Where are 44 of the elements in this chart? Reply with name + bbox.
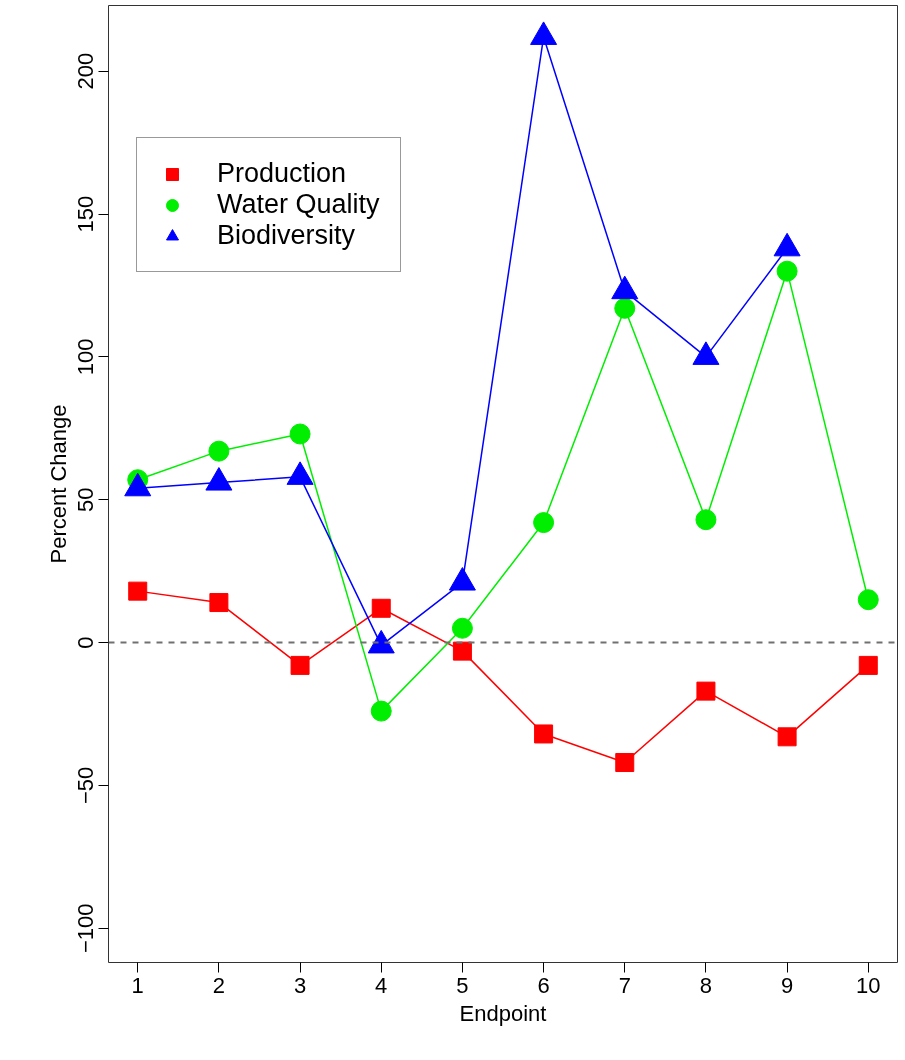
y-axis-title: Percent Change bbox=[45, 404, 71, 564]
point bbox=[611, 275, 639, 300]
point bbox=[695, 509, 717, 531]
x-tick-label: 10 bbox=[856, 972, 881, 998]
x-tick-label: 5 bbox=[456, 972, 469, 998]
x-tick-label: 9 bbox=[780, 972, 794, 998]
y-tick-label: 200 bbox=[73, 52, 99, 90]
point bbox=[209, 593, 229, 613]
y-tick-label: 150 bbox=[73, 195, 99, 233]
point bbox=[773, 232, 801, 257]
x-tick-label: 8 bbox=[699, 972, 713, 998]
y-tick-label: 100 bbox=[73, 338, 99, 376]
y-tick-label: −100 bbox=[73, 903, 99, 953]
point bbox=[615, 753, 635, 773]
y-tick-label: 0 bbox=[73, 636, 99, 649]
point bbox=[533, 512, 555, 534]
point bbox=[289, 423, 311, 445]
point bbox=[534, 724, 554, 744]
legend-label: Water Quality bbox=[217, 189, 380, 220]
point bbox=[371, 598, 391, 618]
point bbox=[451, 617, 473, 639]
x-tick-label: 1 bbox=[131, 972, 144, 998]
point bbox=[452, 641, 472, 661]
point bbox=[858, 655, 878, 675]
point bbox=[614, 297, 636, 319]
x-tick-label: 6 bbox=[537, 972, 550, 998]
y-tick-label: 50 bbox=[73, 487, 99, 512]
x-tick-label: 2 bbox=[212, 972, 226, 998]
x-tick-label: 3 bbox=[293, 972, 307, 998]
x-axis-title: Endpoint bbox=[459, 1000, 547, 1026]
point bbox=[777, 727, 797, 747]
y-tick-label: −50 bbox=[73, 766, 99, 805]
x-tick-label: 4 bbox=[375, 972, 388, 998]
point bbox=[696, 681, 716, 701]
point bbox=[857, 589, 879, 611]
point bbox=[370, 700, 392, 722]
point bbox=[290, 655, 310, 675]
legend-label: Production bbox=[217, 158, 347, 189]
point bbox=[776, 260, 798, 282]
point bbox=[208, 440, 230, 462]
x-tick-label: 7 bbox=[618, 972, 631, 998]
legend-label: Biodiversity bbox=[217, 220, 356, 251]
point bbox=[530, 21, 558, 45]
point bbox=[128, 581, 148, 601]
